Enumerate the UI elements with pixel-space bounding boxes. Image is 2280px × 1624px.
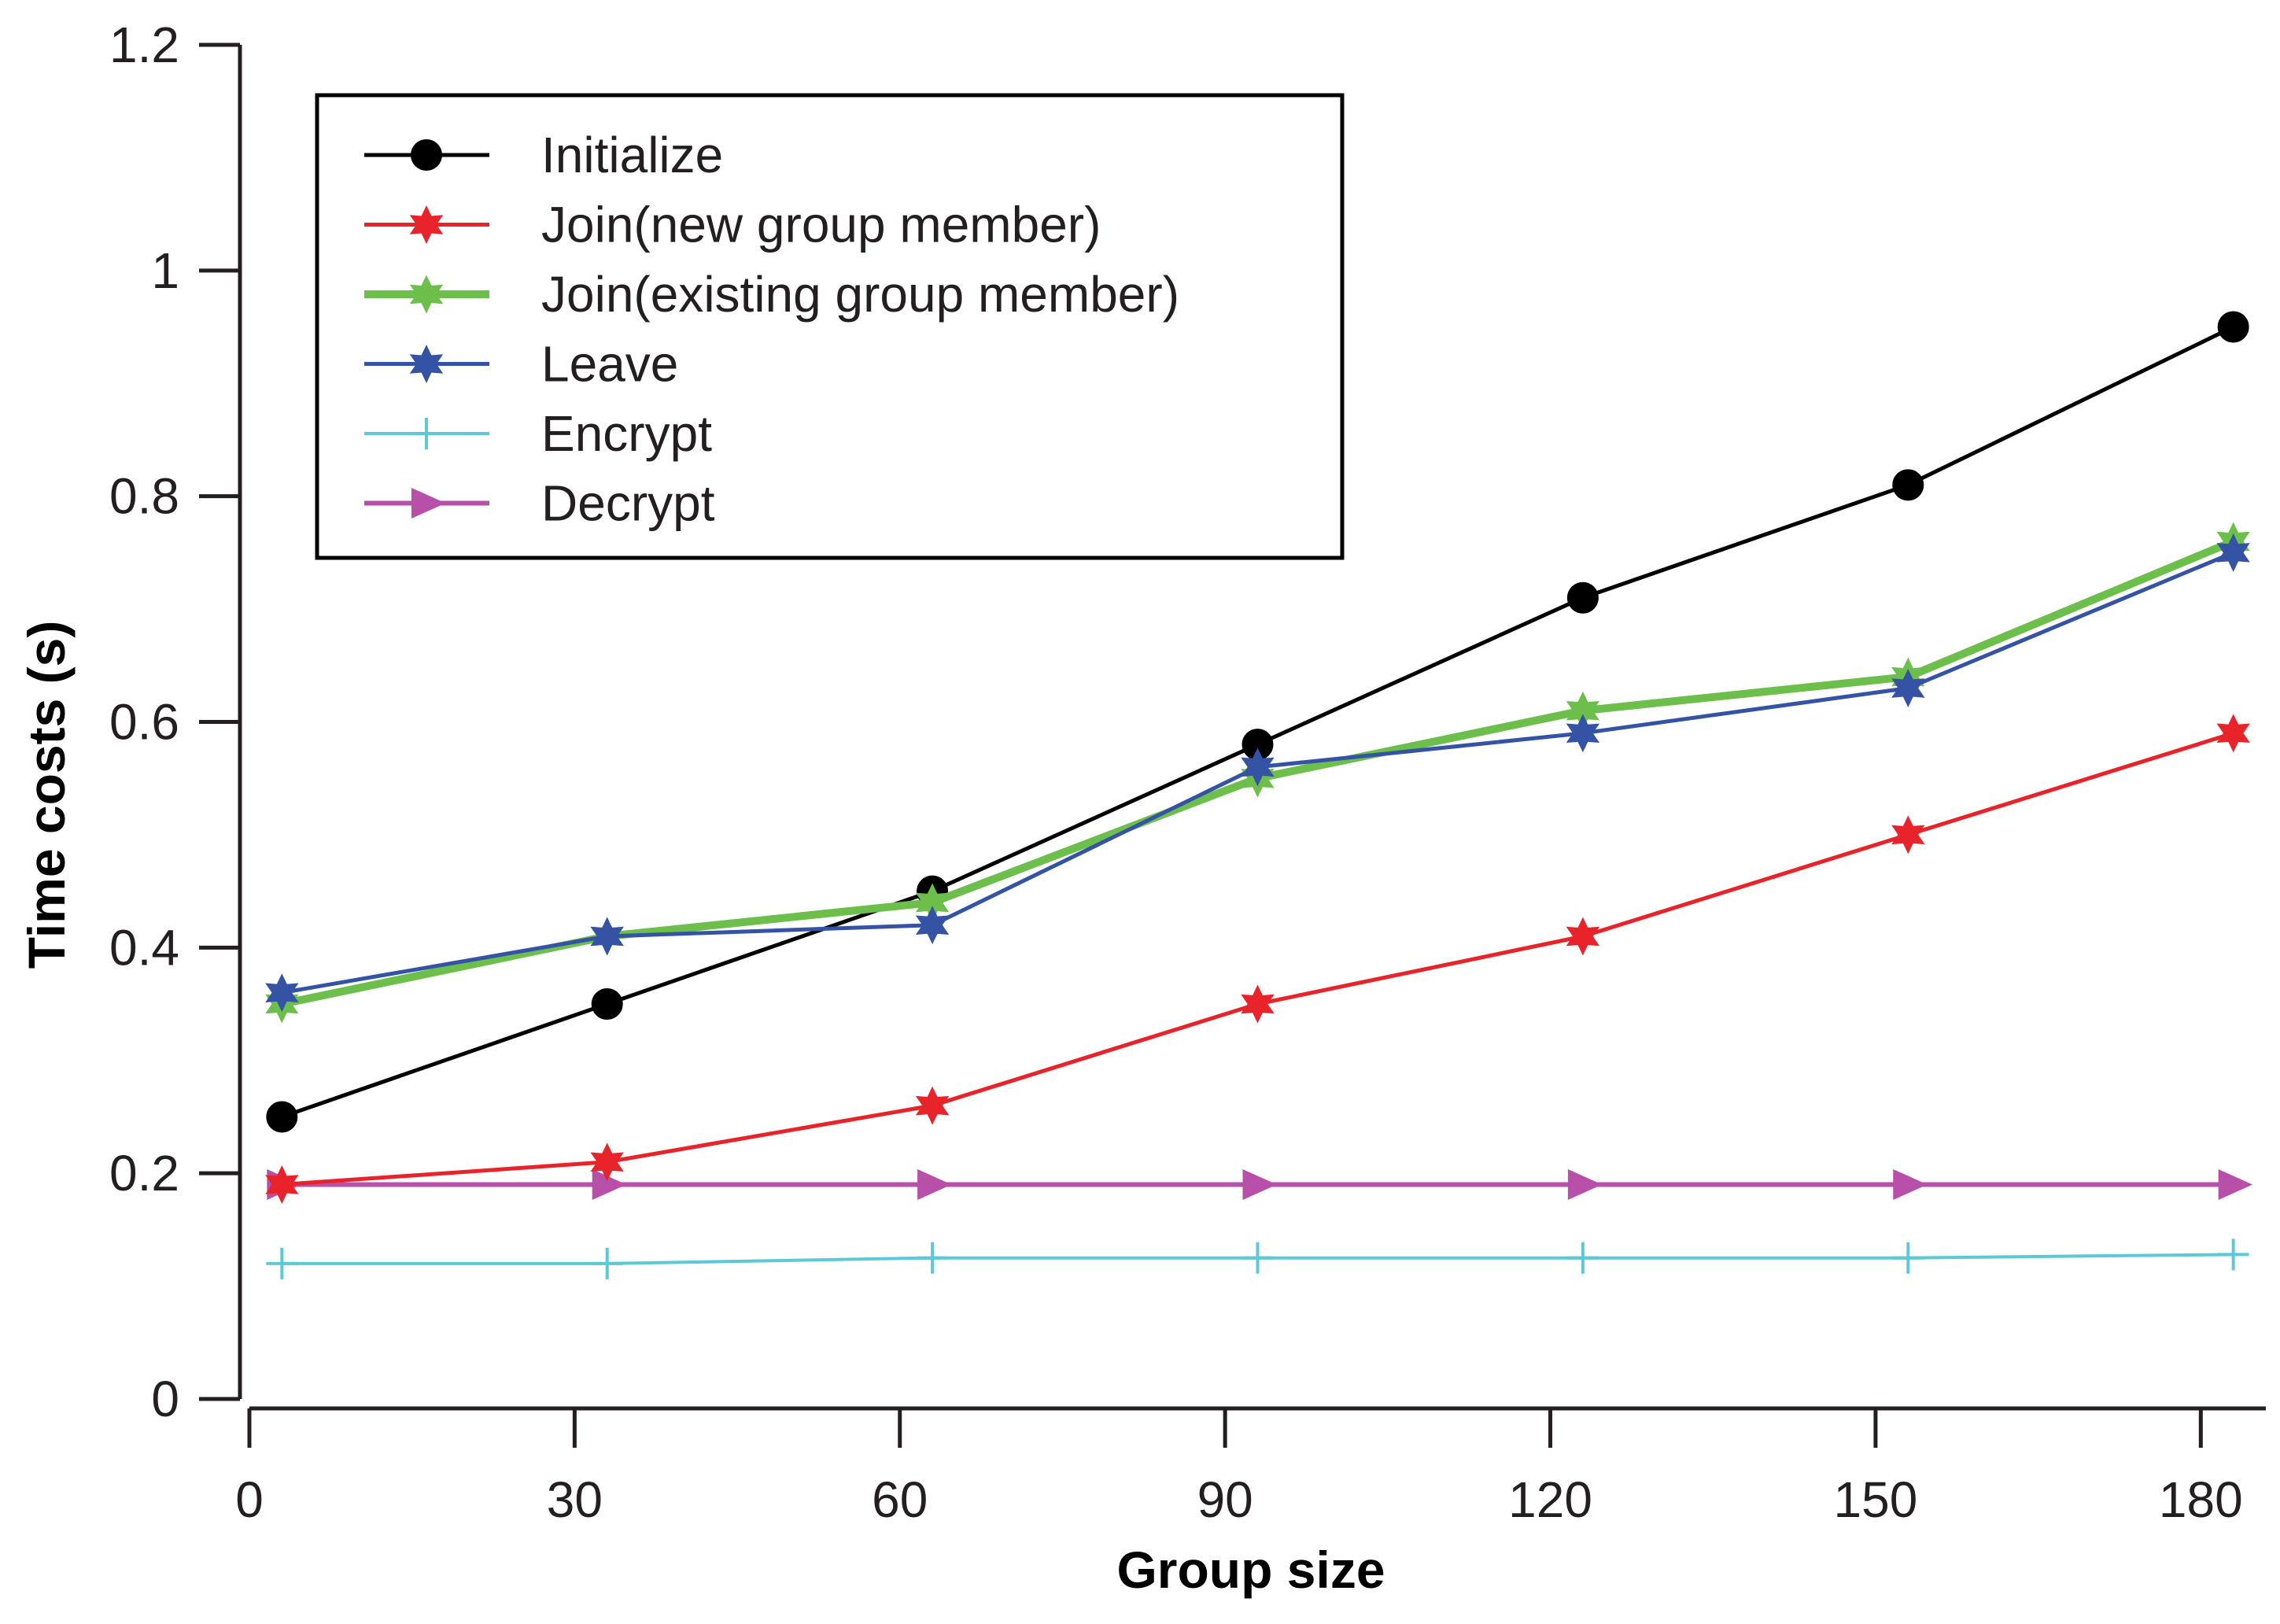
data-point	[266, 1247, 298, 1279]
data-point	[2217, 311, 2249, 343]
legend-entry: Initialize	[364, 127, 723, 183]
series-encrypt	[266, 1238, 2249, 1279]
legend-marker	[409, 345, 444, 383]
data-point	[591, 1247, 623, 1279]
x-axis-title: Group size	[1116, 1541, 1385, 1599]
data-point	[1566, 917, 1600, 956]
x-tick-label: 0	[235, 1471, 264, 1528]
data-point	[265, 973, 299, 1013]
series-join-new-group-member	[265, 714, 2250, 1204]
x-tick-label: 150	[1834, 1471, 1918, 1528]
y-tick-label: 0.6	[109, 694, 179, 751]
data-point	[1566, 581, 1599, 614]
data-point	[590, 917, 624, 956]
series-line	[282, 731, 2234, 1187]
data-point	[1891, 669, 1925, 707]
legend-label: Join(existing group member)	[541, 266, 1179, 323]
y-tick-label: 0.4	[109, 919, 179, 976]
data-point	[265, 1165, 299, 1204]
data-point	[1241, 747, 1275, 787]
series-decrypt	[267, 1168, 2253, 1201]
x-tick-label: 90	[1197, 1471, 1253, 1528]
data-point	[915, 906, 950, 945]
data-point	[1567, 1168, 1603, 1201]
legend: Initialize Join(new group member) Join(exi…	[315, 93, 1345, 560]
y-tick-label: 0	[151, 1371, 179, 1427]
data-point	[591, 988, 623, 1021]
axes: 0 0.2 0.4 0.6 0.8 1 1.2 0 30 60 90 120 150 180	[109, 17, 2266, 1528]
data-point	[2217, 1238, 2249, 1271]
legend-label: Leave	[541, 336, 678, 393]
data-point	[1242, 1168, 1277, 1201]
y-tick-label: 0.2	[109, 1145, 179, 1201]
x-tick-label: 120	[1508, 1471, 1592, 1528]
legend-label: Join(new group member)	[541, 197, 1101, 253]
data-point	[1241, 1242, 1274, 1274]
x-tick-label: 180	[2159, 1471, 2243, 1528]
data-point	[590, 1142, 624, 1182]
legend-box	[315, 93, 1345, 560]
data-point	[1891, 815, 1925, 854]
data-point	[1892, 1242, 1924, 1274]
x-tick-label: 60	[872, 1471, 928, 1528]
legend-label: Initialize	[541, 127, 723, 183]
legend-marker	[411, 487, 446, 519]
y-tick-label: 0.8	[109, 468, 179, 525]
data-point	[1893, 1168, 1928, 1201]
data-point	[266, 1101, 298, 1133]
legend-entry: Encrypt	[364, 405, 712, 462]
legend-marker	[409, 205, 444, 244]
legend-label: Decrypt	[541, 475, 715, 532]
data-point	[2216, 714, 2250, 753]
data-point	[1566, 714, 1600, 753]
data-point	[2218, 1168, 2253, 1201]
x-tick-label: 30	[547, 1471, 603, 1528]
legend-entry: Join(existing group member)	[364, 266, 1179, 323]
series-leave	[265, 533, 2250, 1013]
y-tick-label: 1.2	[109, 17, 179, 73]
legend-entry: Decrypt	[364, 475, 715, 532]
series-initialize	[266, 311, 2249, 1133]
legend-marker	[409, 275, 444, 314]
y-axis-title: Time costs (s)	[17, 621, 76, 969]
legend-entry: Join(new group member)	[364, 197, 1101, 253]
legend-label: Encrypt	[541, 405, 712, 462]
series-layer	[265, 311, 2253, 1279]
y-tick-label: 1	[151, 242, 179, 299]
legend-marker	[411, 139, 442, 171]
data-point	[917, 1242, 949, 1274]
data-point	[1241, 984, 1275, 1024]
data-point	[1566, 1242, 1599, 1274]
legend-entry: Leave	[364, 336, 678, 393]
legend-marker	[411, 418, 442, 449]
data-point	[1892, 469, 1924, 501]
data-point	[915, 1086, 950, 1125]
data-point	[2216, 533, 2250, 572]
data-point	[917, 1168, 952, 1201]
